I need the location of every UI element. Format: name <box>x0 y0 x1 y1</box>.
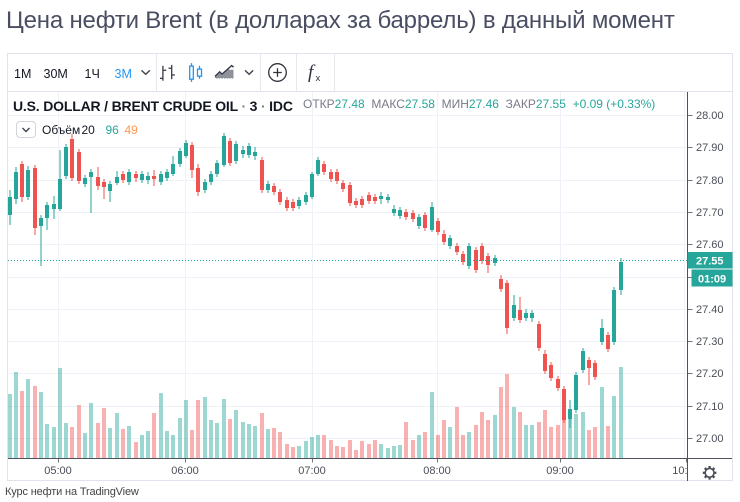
svg-text:27.30: 27.30 <box>696 336 724 348</box>
svg-text:08:00: 08:00 <box>423 465 451 477</box>
svg-text:27.40: 27.40 <box>696 304 724 316</box>
svg-text:27.20: 27.20 <box>696 368 724 380</box>
svg-text:10:00: 10:00 <box>672 465 700 477</box>
svg-text:28.00: 28.00 <box>696 110 724 122</box>
svg-text:09:00: 09:00 <box>546 465 574 477</box>
svg-text:27.55: 27.55 <box>696 256 724 268</box>
svg-text:27.60: 27.60 <box>696 239 724 251</box>
svg-text:27.10: 27.10 <box>696 401 724 413</box>
svg-text:27.80: 27.80 <box>696 175 724 187</box>
svg-text:27.00: 27.00 <box>696 433 724 445</box>
svg-text:01:09: 01:09 <box>698 274 726 286</box>
svg-text:06:00: 06:00 <box>171 465 199 477</box>
svg-text:05:00: 05:00 <box>44 465 72 477</box>
svg-text:27.90: 27.90 <box>696 142 724 154</box>
svg-text:f: f <box>308 62 316 83</box>
svg-text:x: x <box>316 73 321 84</box>
svg-text:27.70: 27.70 <box>696 207 724 219</box>
svg-text:07:00: 07:00 <box>298 465 326 477</box>
